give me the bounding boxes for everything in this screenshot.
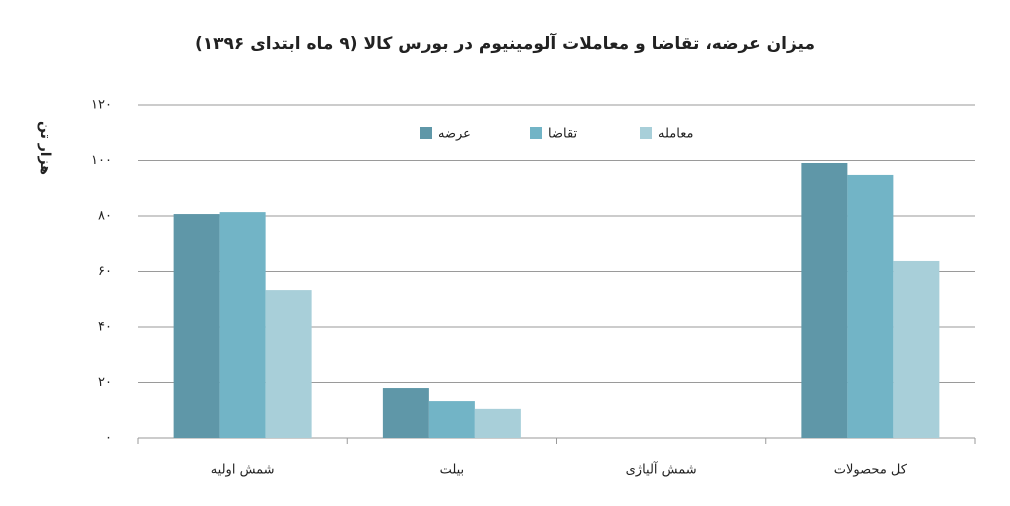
y-axis-label: هزار تن: [37, 121, 53, 175]
legend-swatch: [420, 127, 432, 139]
bar: [382, 388, 429, 438]
legend-swatch: [640, 127, 652, 139]
bar: [801, 162, 848, 438]
y-tick-label: ۶۰: [98, 264, 112, 279]
bar: [893, 260, 940, 438]
legend-label: تقاضا: [548, 127, 578, 142]
y-tick-label: ۰: [105, 431, 112, 446]
bar: [173, 214, 220, 438]
legend-label: معامله: [658, 127, 693, 142]
y-tick-label: ۴۰: [98, 320, 112, 335]
y-tick-label: ۸۰: [98, 209, 112, 224]
x-tick-label: شمش آلیاژی: [626, 461, 697, 478]
bar: [428, 401, 475, 438]
chart-title: میزان عرضه، تقاضا و معاملات آلومینیوم در…: [195, 32, 815, 54]
x-tick-label: شمش اولیه: [211, 463, 275, 478]
y-tick-label: ۱۲۰: [91, 98, 112, 113]
legend-label: عرضه: [438, 127, 471, 142]
legend-swatch: [530, 127, 542, 139]
x-tick-label: کل محصولات: [834, 463, 908, 478]
bar: [474, 408, 521, 438]
x-tick-label: بیلت: [440, 463, 465, 478]
bar: [219, 212, 266, 438]
y-tick-label: ۲۰: [98, 375, 112, 390]
y-tick-label: ۱۰۰: [91, 153, 112, 168]
bar: [265, 290, 312, 438]
bar: [847, 174, 894, 438]
